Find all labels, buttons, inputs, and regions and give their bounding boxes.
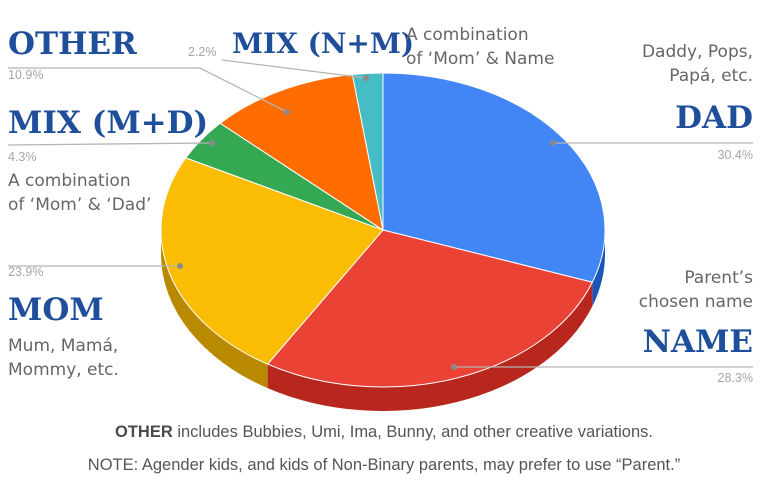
value-label-mom: 23.9%: [8, 265, 43, 279]
slice-mom: [160, 157, 384, 365]
label-other: OTHER: [8, 26, 137, 62]
leader-dot-mixnm: [363, 75, 369, 81]
footnote-other-text: includes Bubbies, Umi, Ima, Bunny, and o…: [172, 423, 653, 441]
leader-dot-mom: [177, 263, 183, 269]
description-dad-2: Papá, etc.: [669, 66, 753, 86]
value-label-name: 28.3%: [718, 371, 753, 385]
slice-name: [266, 229, 594, 388]
pie-chart: DAD 30.4% Daddy, Pops, Papá, etc. NAME 28.3% P…: [7, 25, 753, 411]
description-mixnm-2: of ‘Mom’ & Name: [406, 49, 554, 69]
description-name-1: Parent’s: [684, 268, 753, 288]
description-mixmd-1: A combination: [8, 171, 131, 191]
label-dad: DAD: [675, 100, 753, 136]
slice-side-name: [267, 282, 593, 411]
leader-dot-name: [451, 364, 457, 370]
value-label-dad: 30.4%: [718, 148, 753, 162]
label-mixmd: MIX (M+D): [8, 105, 208, 141]
description-mixmd-2: of ‘Mom’ & ‘Dad’: [8, 195, 151, 215]
label-mom: MOM: [8, 292, 104, 328]
description-dad-1: Daddy, Pops,: [642, 42, 753, 62]
label-name: NAME: [643, 324, 753, 360]
leader-dot-dad: [550, 140, 556, 146]
footnote-other: OTHER includes Bubbies, Umi, Ima, Bunny,…: [0, 423, 768, 442]
description-name-2: chosen name: [639, 292, 753, 312]
label-mixnm: MIX (N+M): [232, 27, 414, 60]
value-label-other: 10.9%: [8, 68, 43, 82]
footnote-other-bold: OTHER: [114, 423, 173, 441]
slice-side-mom: [161, 230, 268, 389]
description-mom-2: Mommy, etc.: [8, 360, 119, 380]
description-mixnm-1: A combination: [406, 25, 529, 45]
leader-dot-mixmd: [209, 140, 215, 146]
leader-dot-other: [284, 109, 290, 115]
slice-dad: [382, 72, 606, 283]
slice-labels: DAD 30.4% Daddy, Pops, Papá, etc. NAME 28.3% P…: [8, 25, 753, 385]
slice-mixnm: [351, 72, 384, 231]
pie-slices: [160, 72, 606, 388]
value-label-mixmd: 4.3%: [8, 150, 37, 164]
footnote-note: NOTE: Agender kids, and kids of Non-Bina…: [87, 456, 681, 474]
description-mom-1: Mum, Mamá,: [8, 336, 118, 356]
leader-mixmd: [7, 142, 213, 146]
leader-lines: [7, 59, 753, 370]
value-label-mixnm: 2.2%: [188, 45, 217, 59]
leader-other: [8, 67, 288, 113]
leader-mixnm: [221, 59, 367, 79]
